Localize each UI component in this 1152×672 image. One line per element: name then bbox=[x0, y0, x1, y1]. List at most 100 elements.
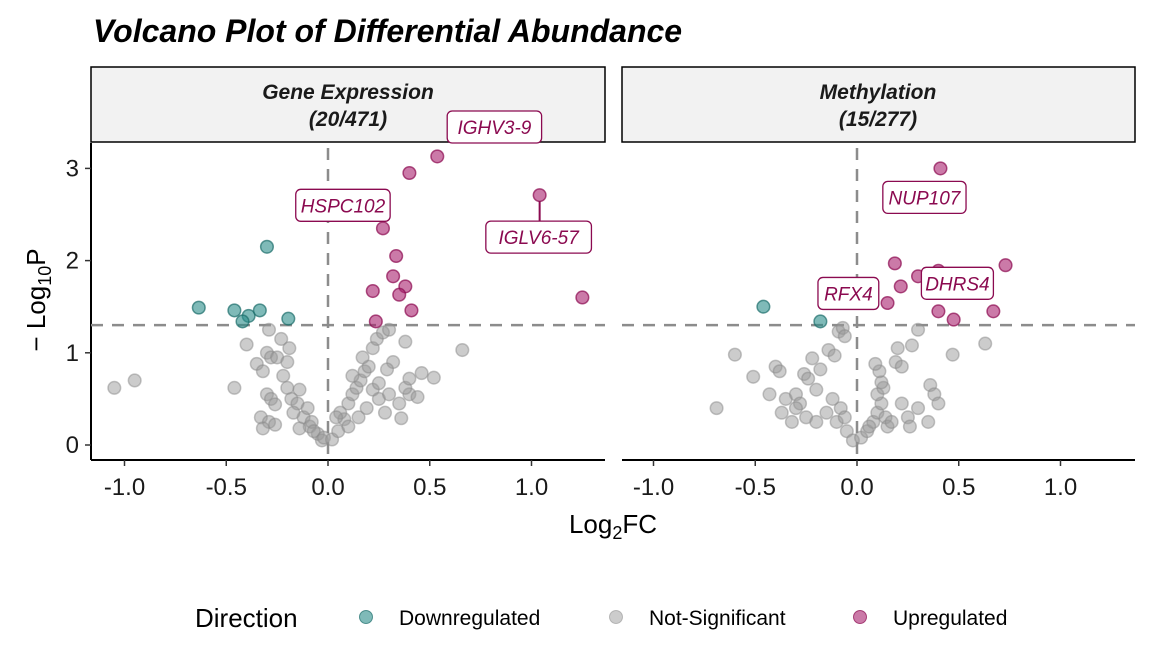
point-not-significant bbox=[268, 397, 283, 412]
panel-0: 0 1 2 3 -1.0 -0.5 0.0 0.5 1.0 HSPC102 IGHV3-9 IGLV6… bbox=[66, 110, 605, 501]
x-tick-label: 0.5 bbox=[942, 474, 975, 501]
point-upregulated bbox=[998, 258, 1013, 273]
legend-title: Direction bbox=[195, 603, 298, 633]
point-not-significant bbox=[805, 351, 820, 366]
strip-methylation bbox=[621, 66, 1136, 143]
point-downregulated bbox=[235, 314, 250, 329]
point-not-significant bbox=[709, 401, 724, 416]
legend: Direction Downregulated Not-Significant … bbox=[195, 603, 1007, 633]
point-not-significant bbox=[884, 414, 899, 430]
point-not-significant bbox=[286, 405, 301, 420]
point-not-significant bbox=[410, 390, 425, 405]
x-tick-label: 1.0 bbox=[1044, 474, 1077, 501]
x-tick-label: -1.0 bbox=[104, 474, 145, 501]
label-box bbox=[882, 180, 967, 215]
point-not-significant bbox=[809, 382, 824, 397]
gene-label: IGHV3-9 bbox=[457, 118, 531, 139]
label-box bbox=[817, 276, 880, 311]
point-not-significant bbox=[868, 356, 883, 371]
label-box bbox=[920, 266, 995, 300]
point-upregulated bbox=[933, 161, 948, 176]
point-not-significant bbox=[306, 424, 321, 439]
x-tick-label: -0.5 bbox=[206, 474, 247, 501]
point-not-significant bbox=[414, 366, 429, 381]
point-downregulated bbox=[813, 314, 828, 329]
point-not-significant bbox=[890, 341, 905, 356]
point-not-significant bbox=[837, 410, 852, 425]
point-upregulated bbox=[880, 295, 895, 311]
point-upregulated bbox=[893, 279, 908, 294]
point-not-significant bbox=[774, 405, 789, 420]
point-downregulated bbox=[259, 239, 275, 254]
point-not-significant bbox=[819, 405, 834, 420]
point-not-significant bbox=[921, 414, 936, 430]
point-downregulated bbox=[252, 303, 267, 318]
point-upregulated bbox=[430, 149, 445, 164]
point-not-significant bbox=[379, 362, 395, 377]
point-not-significant bbox=[261, 322, 277, 337]
strip-title-line2: (20/471) bbox=[309, 108, 387, 131]
y-tick-label: 3 bbox=[66, 155, 79, 182]
legend-label-downregulated: Downregulated bbox=[399, 607, 540, 630]
point-not-significant bbox=[280, 380, 295, 395]
point-not-significant bbox=[813, 362, 828, 377]
gene-label: DHRS4 bbox=[925, 274, 989, 295]
point-upregulated bbox=[532, 188, 547, 203]
point-not-significant bbox=[911, 322, 926, 337]
point-not-significant bbox=[274, 331, 289, 347]
point-not-significant bbox=[292, 421, 307, 436]
x-tick-label: 0.0 bbox=[840, 474, 873, 501]
point-not-significant bbox=[107, 380, 122, 395]
point-downregulated bbox=[227, 303, 242, 318]
point-not-significant bbox=[402, 371, 417, 386]
legend-label-not-significant: Not-Significant bbox=[649, 607, 786, 630]
point-not-significant bbox=[255, 421, 270, 436]
x-tick-label: -0.5 bbox=[735, 474, 776, 501]
point-upregulated bbox=[404, 303, 419, 318]
y-tick-label: 2 bbox=[66, 248, 79, 275]
point-downregulated bbox=[756, 299, 771, 314]
point-not-significant bbox=[127, 373, 142, 388]
point-not-significant bbox=[382, 387, 397, 402]
gene-label: HSPC102 bbox=[301, 196, 386, 217]
point-upregulated bbox=[368, 314, 383, 329]
point-not-significant bbox=[276, 368, 291, 383]
point-not-significant bbox=[837, 329, 852, 344]
panel-1: -1.0 -0.5 0.0 0.5 1.0 NUP107 RFX4 DHRS4 bbox=[622, 148, 1135, 501]
point-not-significant bbox=[382, 322, 397, 337]
point-not-significant bbox=[227, 380, 242, 395]
gene-label: NUP107 bbox=[889, 188, 962, 209]
y-tick-label: 1 bbox=[66, 340, 79, 367]
point-not-significant bbox=[239, 337, 254, 352]
x-axis-title: Log2FC bbox=[569, 509, 657, 543]
point-not-significant bbox=[902, 419, 917, 434]
y-axis-title: − Log10P bbox=[21, 248, 55, 351]
point-upregulated bbox=[389, 248, 404, 264]
point-not-significant bbox=[351, 410, 366, 425]
x-tick-label: 0.5 bbox=[413, 474, 446, 501]
point-not-significant bbox=[772, 364, 787, 379]
point-upregulated bbox=[365, 283, 380, 299]
point-not-significant bbox=[825, 391, 840, 406]
legend-marker-not-significant bbox=[609, 610, 623, 624]
point-not-significant bbox=[945, 347, 960, 362]
point-not-significant bbox=[762, 387, 777, 402]
gene-label: IGLV6-57 bbox=[498, 228, 580, 249]
point-upregulated bbox=[887, 256, 902, 271]
point-not-significant bbox=[280, 354, 295, 370]
point-not-significant bbox=[345, 368, 360, 383]
legend-marker-upregulated bbox=[853, 610, 867, 624]
point-not-significant bbox=[894, 359, 909, 374]
point-not-significant bbox=[377, 405, 393, 420]
x-tick-label: 0.0 bbox=[311, 474, 344, 501]
point-not-significant bbox=[255, 364, 270, 379]
point-not-significant bbox=[268, 417, 283, 432]
point-not-significant bbox=[978, 336, 993, 351]
strip-title-line1: Methylation bbox=[820, 81, 937, 104]
point-downregulated bbox=[191, 300, 206, 315]
point-upregulated bbox=[392, 287, 407, 302]
point-not-significant bbox=[341, 419, 356, 434]
point-not-significant bbox=[894, 396, 909, 411]
label-box bbox=[295, 188, 391, 222]
point-upregulated bbox=[375, 221, 390, 236]
